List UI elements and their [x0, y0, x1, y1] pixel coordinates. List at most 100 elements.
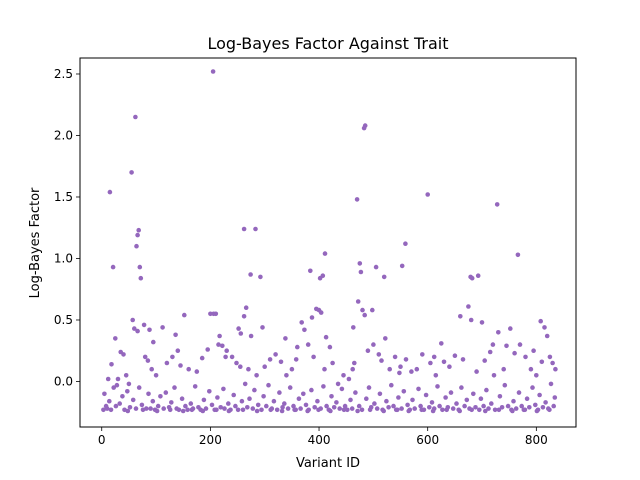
- data-point: [241, 314, 247, 319]
- data-point: [107, 189, 113, 195]
- data-point: [508, 326, 513, 331]
- data-point: [477, 407, 482, 413]
- data-point: [268, 407, 274, 413]
- data-point: [210, 69, 216, 74]
- data-point: [478, 396, 484, 402]
- data-point: [423, 392, 429, 398]
- data-point: [104, 406, 110, 411]
- data-point: [253, 226, 258, 232]
- data-point: [200, 408, 206, 414]
- data-point: [179, 396, 185, 402]
- data-point: [160, 325, 165, 330]
- data-point: [531, 348, 536, 354]
- data-point: [194, 369, 200, 374]
- data-point: [260, 325, 265, 330]
- data-point: [362, 312, 368, 318]
- x-tick-label: 400: [308, 433, 331, 447]
- data-point: [241, 226, 247, 232]
- data-point: [420, 352, 425, 357]
- data-point: [113, 403, 119, 409]
- data-point: [384, 398, 389, 404]
- data-point: [180, 408, 186, 414]
- x-axis-label: Variant ID: [296, 456, 360, 471]
- data-point: [113, 336, 118, 341]
- data-point: [233, 403, 238, 409]
- data-point: [544, 333, 550, 339]
- data-point: [543, 400, 548, 405]
- data-point: [517, 342, 523, 347]
- data-point: [138, 275, 144, 281]
- data-point: [114, 382, 120, 388]
- x-tick-label: 200: [199, 433, 222, 447]
- data-point: [312, 405, 318, 410]
- data-point: [550, 360, 555, 366]
- data-point: [428, 360, 433, 366]
- data-point: [203, 406, 209, 411]
- data-point: [239, 398, 245, 404]
- data-point: [468, 317, 474, 323]
- data-point: [133, 406, 139, 411]
- data-point: [379, 358, 384, 363]
- data-point: [278, 359, 284, 365]
- data-point: [443, 395, 448, 400]
- data-point: [458, 314, 463, 319]
- data-point: [248, 272, 253, 277]
- data-point: [395, 407, 400, 413]
- data-point: [454, 401, 459, 406]
- data-point: [142, 354, 148, 360]
- data-point: [154, 408, 160, 414]
- data-point: [148, 406, 153, 411]
- data-point: [512, 350, 517, 356]
- data-point: [341, 407, 347, 413]
- data-point: [320, 273, 326, 279]
- data-point: [329, 394, 334, 399]
- data-point: [513, 406, 519, 411]
- data-point: [389, 382, 394, 388]
- data-point: [199, 355, 205, 361]
- data-point: [357, 261, 363, 266]
- data-point: [440, 407, 445, 413]
- data-point: [301, 391, 306, 397]
- data-point: [153, 373, 159, 378]
- data-point: [502, 382, 508, 388]
- data-points: [101, 69, 558, 414]
- data-point: [222, 406, 227, 411]
- data-point: [459, 385, 464, 390]
- data-point: [240, 407, 246, 413]
- data-point: [527, 405, 532, 410]
- data-point: [170, 354, 175, 360]
- data-point: [534, 373, 539, 378]
- data-point: [510, 408, 515, 414]
- data-point: [245, 405, 250, 410]
- data-point: [484, 387, 489, 393]
- data-point: [292, 407, 297, 413]
- data-point: [205, 347, 210, 352]
- data-point: [282, 401, 287, 406]
- data-point: [121, 352, 126, 357]
- data-point: [419, 407, 425, 413]
- data-point: [252, 387, 257, 393]
- data-point: [364, 396, 369, 402]
- data-point: [373, 264, 379, 270]
- data-point: [460, 357, 466, 362]
- data-point: [501, 366, 507, 372]
- data-point: [163, 390, 169, 395]
- data-point: [323, 334, 329, 340]
- data-point: [262, 364, 268, 370]
- y-axis-ticks: 0.0 0.5 1.0 1.5 2.0 2.5: [54, 67, 80, 388]
- data-point: [481, 403, 486, 409]
- data-point: [552, 395, 558, 400]
- data-point: [444, 407, 450, 413]
- data-point: [475, 273, 481, 279]
- data-point: [494, 202, 500, 207]
- data-point: [309, 387, 314, 393]
- chart-title: Log-Bayes Factor Against Trait: [207, 34, 448, 53]
- data-point: [396, 395, 401, 400]
- data-point: [208, 311, 213, 317]
- data-point: [133, 114, 138, 120]
- data-point: [186, 366, 191, 372]
- data-point: [397, 370, 402, 376]
- data-point: [311, 354, 316, 360]
- x-tick-label: 800: [525, 433, 548, 447]
